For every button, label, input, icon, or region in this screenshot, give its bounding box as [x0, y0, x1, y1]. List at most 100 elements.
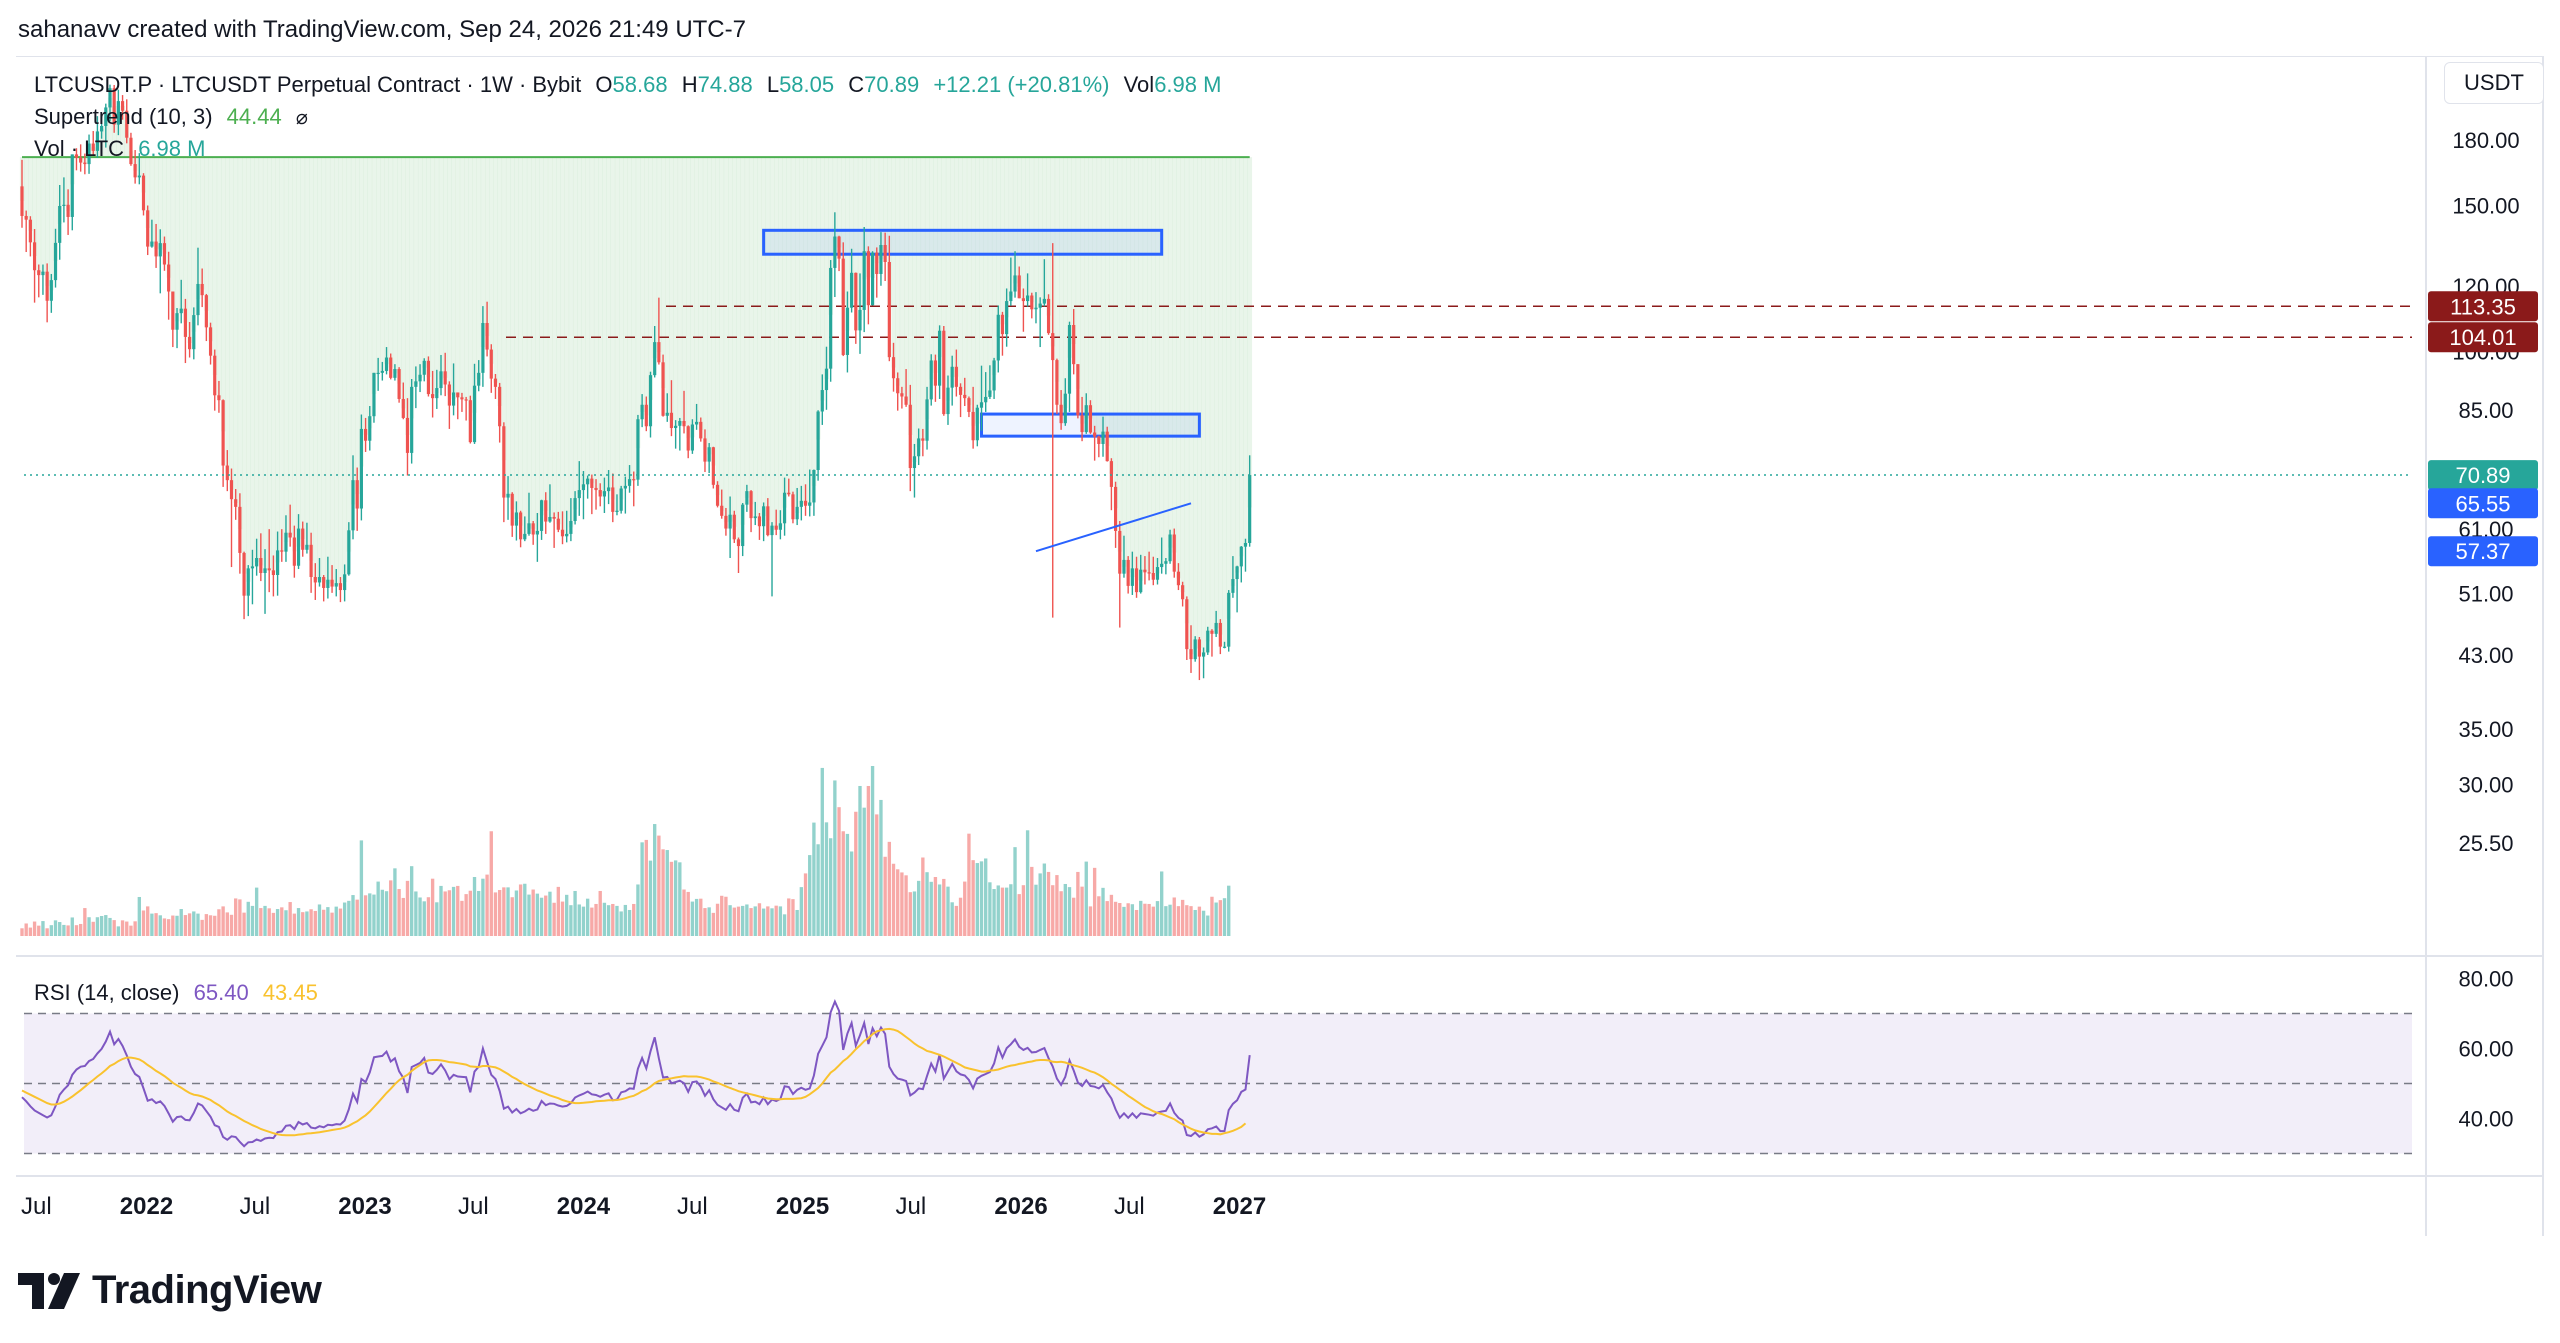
supertrend-fill-segment — [1117, 157, 1123, 552]
supertrend-fill-segment — [468, 157, 473, 421]
supertrend-fill-segment — [1193, 157, 1198, 650]
supertrend-fill-segment — [300, 157, 306, 540]
candle-body — [757, 516, 762, 527]
legend-vol: 6.98 M — [1154, 72, 1222, 97]
volume-bar — [753, 906, 757, 936]
volume-bar — [133, 921, 137, 936]
volume-bar — [422, 901, 426, 936]
candle-body — [954, 366, 958, 387]
supertrend-fill-segment — [380, 157, 385, 372]
supertrend-fill-segment — [317, 157, 322, 580]
legend-volume-row: Vol · LTC 6.98 M — [34, 136, 213, 162]
currency-selector[interactable]: USDT — [2444, 62, 2544, 104]
supertrend-fill-segment — [325, 157, 331, 584]
candle-body — [1172, 534, 1176, 572]
volume-bar — [443, 891, 447, 936]
candle-body — [431, 394, 435, 399]
legend-rsi-ma-value: 43.45 — [262, 980, 318, 1005]
legend-change: +12.21 (+20.81%) — [933, 72, 1110, 97]
supertrend-fill-segment — [65, 157, 71, 211]
candle-body — [636, 419, 640, 480]
volume-bar — [1046, 871, 1051, 936]
candle-body — [711, 447, 715, 485]
supertrend-fill-segment — [686, 157, 691, 439]
volume-bar — [1197, 906, 1202, 936]
supertrend-fill-segment — [1012, 157, 1018, 284]
volume-bar — [192, 911, 196, 936]
volume-bar — [963, 881, 967, 936]
supertrend-fill-segment — [832, 157, 838, 252]
volume-bar — [288, 902, 292, 936]
candle-body — [1017, 275, 1021, 299]
candle-body — [213, 355, 217, 396]
legend-volume-label[interactable]: Vol · LTC — [34, 136, 125, 161]
volume-bar — [921, 857, 925, 936]
volume-bar — [464, 894, 468, 936]
supertrend-fill-segment — [698, 157, 704, 431]
volume-bar — [1101, 887, 1105, 936]
candle-body — [439, 371, 443, 389]
supertrend-fill-segment — [640, 157, 645, 412]
supertrend-fill-segment — [937, 157, 943, 358]
supertrend-fill-segment — [413, 157, 419, 385]
candle-body — [129, 137, 133, 165]
candle-body — [1084, 405, 1088, 433]
volume-bar — [1180, 899, 1185, 936]
candle-body — [485, 322, 489, 350]
supertrend-fill-segment — [1180, 157, 1186, 593]
volume-bar — [430, 878, 435, 936]
supertrend-fill-segment — [145, 157, 151, 229]
volume-bar — [569, 905, 573, 936]
candle-body — [171, 291, 175, 330]
supertrend-fill-segment — [422, 157, 427, 368]
supertrend-fill-segment — [598, 157, 603, 494]
candle-body — [414, 381, 418, 387]
volume-bar — [598, 890, 602, 936]
supertrend-fill-segment — [606, 157, 611, 490]
supertrend-fill-segment — [673, 157, 679, 427]
volume-bar — [946, 886, 950, 936]
supertrend-fill-segment — [1151, 157, 1156, 577]
candle-body — [502, 426, 506, 498]
volume-bar — [275, 909, 280, 936]
candle-body — [32, 242, 37, 271]
supertrend-fill-segment — [1188, 157, 1194, 655]
supertrend-fill-segment — [329, 157, 335, 584]
volume-bar — [468, 890, 473, 936]
candle-body — [305, 544, 309, 550]
supertrend-fill-segment — [443, 157, 448, 378]
candle-body — [137, 175, 141, 178]
brand-logo[interactable]: TradingView — [18, 1268, 322, 1313]
supertrend-fill-segment — [447, 157, 452, 395]
volume-bar — [322, 909, 326, 936]
rsi-line — [21, 999, 1251, 1148]
supertrend-fill-segment — [158, 157, 163, 250]
legend-symbol[interactable]: LTCUSDT.P · LTCUSDT Perpetual Contract ·… — [34, 72, 582, 97]
supertrend-fill-segment — [979, 157, 984, 405]
supertrend-fill-segment — [53, 157, 58, 262]
legend-supertrend-label[interactable]: Supertrend (10, 3) — [34, 104, 213, 129]
candle-body — [464, 399, 468, 401]
chart-area[interactable]: 180.00150.00120.00100.0085.0070.0061.005… — [16, 56, 2544, 1236]
legend-rsi-label[interactable]: RSI (14, close) — [34, 980, 180, 1005]
candle-body — [1227, 592, 1231, 647]
rsi-background-band — [24, 1012, 2412, 1155]
candle-body — [37, 270, 41, 276]
candle-body — [565, 533, 569, 537]
supertrend-fill-segment — [518, 157, 524, 526]
eye-off-icon[interactable]: ⌀ — [295, 107, 308, 129]
supertrend-fill-segment — [1004, 157, 1010, 318]
volume-bar — [699, 898, 703, 936]
candle-body — [351, 480, 355, 531]
supertrend-fill-segment — [916, 157, 922, 448]
candle-body — [586, 478, 590, 485]
supertrend-fill-segment — [1088, 157, 1093, 419]
resistance-levels — [506, 305, 2412, 338]
volume-bar — [678, 862, 682, 936]
volume-bar — [20, 928, 24, 936]
supertrend-fill-segment — [313, 157, 318, 580]
supertrend-fill-segment — [950, 157, 955, 378]
candle-body — [188, 336, 192, 350]
supertrend-fill-segment — [711, 157, 716, 466]
supertrend-fill-segment — [929, 157, 934, 380]
